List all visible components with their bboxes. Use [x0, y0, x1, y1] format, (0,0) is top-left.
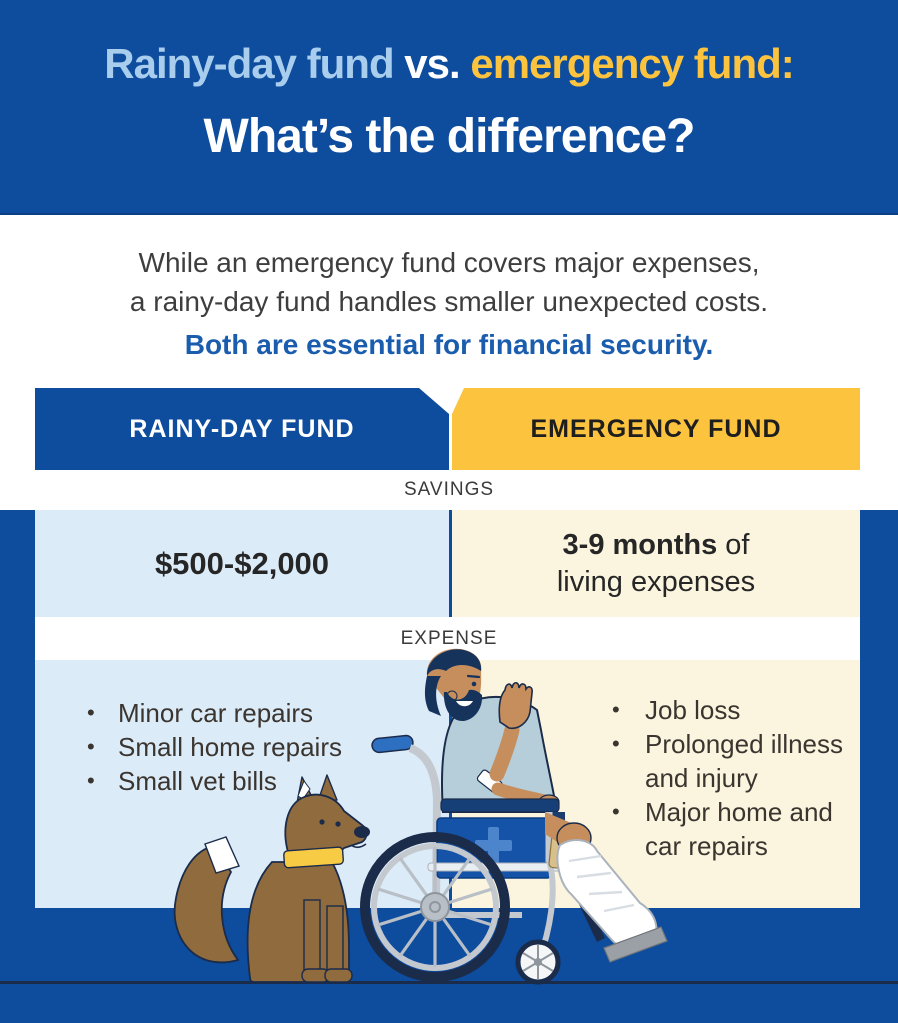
wheelchair-handle: [371, 734, 414, 754]
intro-text-block: While an emergency fund covers major exp…: [0, 243, 898, 365]
list-item: • Minor car repairs: [87, 698, 314, 728]
title-emergency-fund: emergency fund:: [470, 40, 794, 87]
man-illustration: [371, 648, 560, 906]
emergency-expense-list: • Job loss • Prolonged illness and injury …: [612, 693, 860, 863]
waving-hand: [498, 681, 533, 730]
bullet-icon: •: [612, 697, 620, 722]
page-title-line2: What’s the difference?: [203, 110, 696, 163]
wheelchair-wheel: [360, 832, 510, 982]
intro-emphasis-line: Both are essential for financial securit…: [184, 329, 714, 360]
title-vs: vs.: [393, 40, 471, 87]
bullet-icon: •: [612, 799, 620, 824]
page-title-line1: Rainy-day fund vs. emergency fund:: [0, 36, 898, 92]
savings-emergency-rest: of: [717, 528, 750, 561]
intro-line-2: a rainy-day fund handles smaller unexpec…: [129, 286, 769, 317]
list-item: • Small home repairs: [87, 732, 342, 762]
row-label-savings: SAVINGS: [403, 479, 495, 500]
savings-emergency-value-line1: 3-9 months of: [563, 527, 750, 564]
list-item: • Small vet bills: [87, 766, 277, 796]
dog-illustration: [173, 774, 370, 983]
list-item: • Job loss: [612, 695, 741, 725]
header-band: Rainy-day fund vs. emergency fund: What’…: [0, 0, 898, 215]
bullet-icon: •: [87, 700, 95, 725]
list-item: • Prolonged illness and injury: [612, 729, 844, 793]
savings-emergency-value-line2: living expenses: [556, 565, 756, 598]
cell-savings-rainy: $500-$2,000: [35, 510, 449, 617]
bullet-icon: •: [612, 731, 620, 756]
bullet-icon: •: [87, 734, 95, 759]
row-label-expense: EXPENSE: [400, 628, 498, 649]
savings-rainy-value: $500-$2,000: [154, 545, 330, 581]
savings-emergency-bold: 3-9 months: [562, 528, 718, 561]
illustration-man-wheelchair-dog: [173, 648, 668, 985]
dog-collar: [283, 846, 344, 869]
ground-line: [0, 981, 898, 984]
bullet-icon: •: [87, 768, 95, 793]
dog-tail-bandage: [204, 836, 240, 874]
cell-expense-rainy: • Minor car repairs • Small home repairs •…: [35, 660, 449, 908]
wheelchair-caster-wheel: [515, 939, 561, 985]
intro-line-1: While an emergency fund covers major exp…: [138, 247, 760, 278]
column-header-rainy-day-fund: RAINY-DAY FUND: [35, 388, 449, 470]
wheelchair-illustration: [360, 798, 668, 985]
footplate: [603, 926, 668, 963]
list-item: • Major home and car repairs: [612, 797, 833, 861]
rainy-expense-list: • Minor car repairs • Small home repairs •…: [87, 696, 449, 798]
title-rainy-day-fund: Rainy-day fund: [104, 40, 394, 87]
column-header-emergency-fund: EMERGENCY FUND: [452, 388, 860, 470]
cell-savings-emergency: 3-9 months of living expenses: [452, 510, 860, 617]
